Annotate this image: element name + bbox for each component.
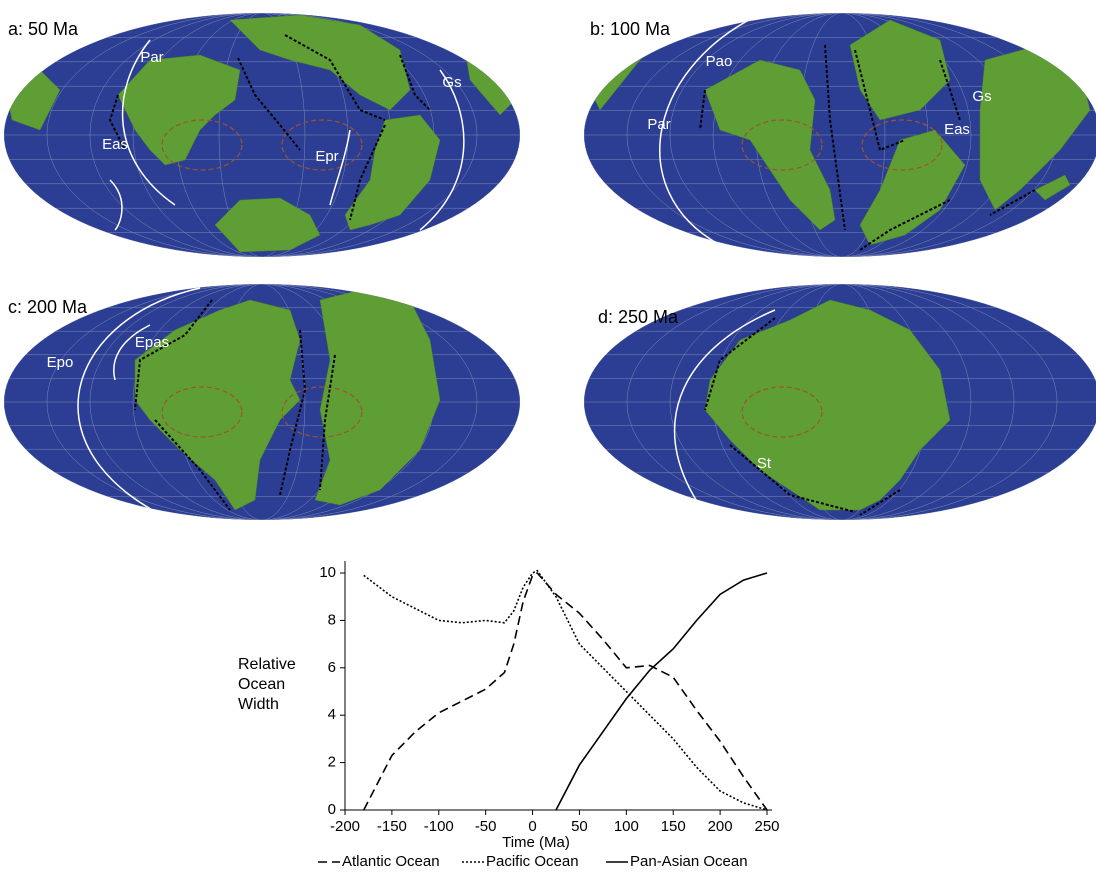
map-label: Par	[647, 116, 670, 133]
map	[584, 13, 1096, 257]
ridge	[659, 13, 771, 246]
trench	[859, 489, 901, 516]
ridge	[419, 69, 465, 231]
map-label: Epr	[315, 148, 338, 165]
x-axis-label: Time (Ma)	[502, 834, 570, 851]
x-tick-label: 200	[708, 818, 733, 835]
craton-outline	[281, 386, 363, 438]
map-title: a: 50 Ma	[8, 19, 79, 39]
legend-label: Pan-Asian Ocean	[630, 853, 748, 870]
series-line	[363, 569, 768, 811]
continent	[344, 114, 441, 231]
map-label: Eas	[102, 136, 128, 153]
x-tick-label: 250	[754, 818, 779, 835]
y-tick-label: 2	[328, 754, 336, 771]
y-axis-label: Relative Ocean Width	[238, 656, 296, 713]
y-tick-label: 10	[319, 564, 336, 581]
y-tick-label: 0	[328, 801, 336, 818]
map-label: Par	[140, 49, 163, 66]
map-label: Epas	[135, 334, 169, 351]
x-tick-label: 50	[571, 818, 588, 835]
legend-label: Pacific Ocean	[486, 853, 579, 870]
continent	[704, 59, 836, 231]
continent	[117, 54, 241, 166]
map-title: c: 200 Ma	[8, 297, 88, 317]
y-tick-label: 6	[328, 659, 336, 676]
trench	[134, 299, 213, 411]
trench	[237, 57, 301, 151]
trench	[824, 44, 846, 231]
x-tick-label: -200	[330, 818, 360, 835]
continent	[1034, 174, 1071, 201]
map-label: St	[757, 455, 772, 472]
craton-outline	[281, 119, 363, 171]
map-content	[584, 13, 1096, 257]
trench	[319, 354, 336, 491]
trench	[279, 329, 307, 496]
legend-label: Atlantic Ocean	[342, 853, 440, 870]
trench	[349, 124, 386, 221]
series-line	[555, 572, 768, 811]
craton-outline	[161, 386, 243, 438]
trench	[154, 419, 231, 511]
x-tick-label: 100	[614, 818, 639, 835]
map-label: Gs	[972, 88, 991, 105]
trench	[399, 54, 431, 111]
map-title: b: 100 Ma	[590, 19, 671, 39]
map	[4, 13, 520, 257]
continent	[849, 19, 951, 121]
map-label: Pao	[706, 53, 733, 70]
y-tick-label: 8	[328, 611, 336, 628]
map	[4, 284, 520, 520]
map-label: Gs	[442, 74, 461, 91]
ridge	[329, 129, 351, 206]
craton-outline	[741, 119, 823, 171]
series-line	[363, 572, 768, 811]
ridge	[121, 39, 176, 206]
x-tick-label: 0	[528, 818, 536, 835]
ridge	[113, 324, 151, 381]
x-tick-label: -50	[475, 818, 497, 835]
craton-outline	[161, 119, 243, 171]
ridge	[673, 309, 776, 520]
map-label: Eas	[944, 121, 970, 138]
trench	[939, 59, 961, 121]
map-label: Epo	[47, 354, 74, 371]
x-tick-label: -150	[377, 818, 407, 835]
x-tick-label: 150	[661, 818, 686, 835]
trench	[108, 94, 126, 151]
continent	[859, 129, 966, 246]
map-content	[4, 284, 520, 520]
map-title: d: 250 Ma	[598, 307, 679, 327]
trench	[989, 189, 1036, 216]
trench	[699, 89, 706, 131]
ridge	[77, 287, 201, 520]
map	[584, 284, 1096, 520]
y-tick-label: 4	[328, 706, 336, 723]
x-tick-label: -100	[424, 818, 454, 835]
trench	[859, 199, 951, 251]
trench	[729, 444, 856, 513]
craton-outline	[861, 119, 943, 171]
trench	[854, 49, 906, 152]
continent	[229, 14, 411, 111]
continent	[134, 299, 301, 511]
craton-outline	[741, 386, 823, 438]
ridge	[109, 179, 123, 231]
continent	[214, 197, 321, 253]
trench	[284, 34, 386, 121]
